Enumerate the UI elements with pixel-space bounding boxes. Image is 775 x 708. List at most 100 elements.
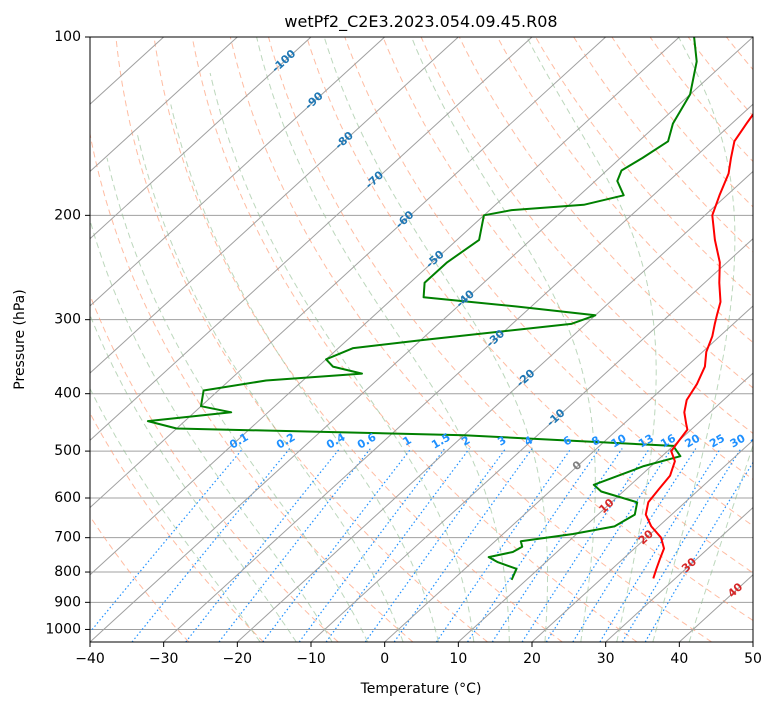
moist-adiabat [106, 157, 369, 642]
mixing-ratio-line [298, 448, 446, 642]
mixing-ratio-label: 3 [495, 434, 508, 449]
isotherm [236, 170, 753, 642]
isotherm [90, 37, 533, 442]
isotherm [457, 372, 753, 642]
x-tick-label: −40 [75, 651, 105, 667]
dry-adiabat [90, 131, 414, 642]
plot-frame [89, 36, 754, 643]
dry-adiabat [420, 37, 753, 435]
dry-adiabat [229, 37, 712, 642]
mixing-ratio-label: 25 [707, 432, 727, 451]
y-tick-label: 100 [54, 29, 81, 45]
x-tick-label: 40 [670, 651, 688, 667]
x-tick-label: 0 [380, 651, 389, 667]
mixing-ratio-line [131, 448, 291, 642]
moist-adiabat [209, 72, 475, 642]
isotherm [531, 439, 753, 642]
y-tick-label: 900 [54, 594, 81, 610]
y-tick-label: 700 [54, 530, 81, 546]
moist-adiabat [136, 132, 404, 642]
x-axis-label: Temperature (°C) [360, 681, 482, 697]
mixing-ratio-line [262, 448, 412, 642]
mixing-ratio-line [90, 448, 244, 633]
x-tick-label: 10 [449, 651, 467, 667]
y-tick-label: 200 [54, 207, 81, 223]
mixing-ratio-line [572, 448, 697, 642]
moist-adiabat [652, 37, 736, 642]
isotherm [752, 641, 753, 642]
mixing-ratio-line [621, 448, 742, 642]
dry-adiabat [268, 37, 753, 622]
isotherm [90, 37, 386, 307]
moist-adiabat [170, 104, 439, 642]
x-axis: −40 −30 −20 −10 0 10 20 30 40 50 [75, 642, 762, 667]
dry-adiabat [306, 37, 753, 574]
moist-adiabat [323, 37, 548, 642]
dry-adiabat [687, 37, 753, 117]
y-tick-label: 300 [54, 312, 81, 328]
skewed-isotherms [90, 37, 753, 642]
chart-title: wetPf2_C2E3.2023.054.09.45.R08 [284, 12, 557, 32]
dry-adiabat [115, 37, 488, 642]
mixing-ratio-label: 4 [522, 433, 535, 448]
x-tick-label: −20 [223, 651, 253, 667]
moist-adiabat [90, 218, 333, 642]
mixing-ratio-line [599, 448, 722, 642]
mixing-ratio-label: 0.1 [227, 431, 250, 452]
x-tick-label: 30 [597, 651, 615, 667]
dry-adiabat [90, 515, 190, 642]
y-tick-label: 500 [54, 443, 81, 459]
x-tick-label: −10 [296, 651, 326, 667]
mixing-ratio-line [491, 448, 623, 642]
y-tick-label: 1000 [45, 621, 81, 637]
dry-adiabat [153, 37, 563, 642]
x-tick-label: 20 [523, 651, 541, 667]
isotherm [90, 37, 680, 576]
dewpoint-profile [146, 37, 698, 581]
mixing-ratio-line [364, 448, 507, 642]
sounding-profiles [146, 37, 753, 581]
mixing-ratio-line [435, 448, 572, 642]
mixing-ratio-label: 36 [748, 431, 768, 450]
y-tick-label: 400 [54, 386, 81, 402]
y-axis: 1000 900 800 700 600 500 400 300 200 100 [45, 29, 90, 637]
dry-adiabat [191, 37, 638, 642]
moist-adiabat [90, 313, 297, 642]
isotherm [163, 103, 753, 642]
x-tick-label: 50 [744, 651, 762, 667]
dry-adiabat [765, 37, 775, 642]
isotherm [310, 237, 753, 642]
y-tick-label: 800 [54, 564, 81, 580]
mixing-ratio-label: 8 [589, 434, 602, 449]
dry-adiabat [649, 37, 753, 163]
mixing-ratio-line [393, 448, 533, 642]
x-tick-label: −30 [149, 651, 179, 667]
isotherm [90, 37, 238, 173]
mixing-ratio-line [185, 448, 341, 642]
mixing-ratio-line [545, 448, 673, 642]
temperature-profile [644, 112, 753, 579]
y-axis-label: Pressure (hPa) [12, 289, 28, 389]
dry-adiabat [90, 412, 264, 642]
mixing-ratio-line [467, 448, 600, 642]
dry-adiabat [611, 37, 753, 208]
dry-adiabat [382, 37, 753, 481]
mixing-ratio-label: 0.4 [324, 430, 348, 451]
mixing-ratio-line [521, 448, 651, 642]
isotherm-label: -100 [269, 47, 298, 75]
moist-adiabat [90, 387, 261, 642]
isotherm [384, 305, 753, 642]
moist-adiabat [256, 37, 510, 642]
mixing-ratio-lines [90, 448, 753, 642]
isotherm [90, 37, 312, 240]
dry-adiabat [496, 37, 753, 344]
mixing-ratio-line [325, 448, 470, 642]
isotherm [90, 37, 607, 509]
mixing-ratio-label: 0.2 [274, 431, 297, 452]
isotherm [90, 37, 459, 374]
mixing-ratio-label: 1 [401, 434, 414, 449]
line-labels: -100-90-80-70-60-50-40-30-20-10010203040… [227, 47, 768, 600]
dry-adiabat [726, 37, 753, 71]
isotherm [605, 506, 753, 642]
